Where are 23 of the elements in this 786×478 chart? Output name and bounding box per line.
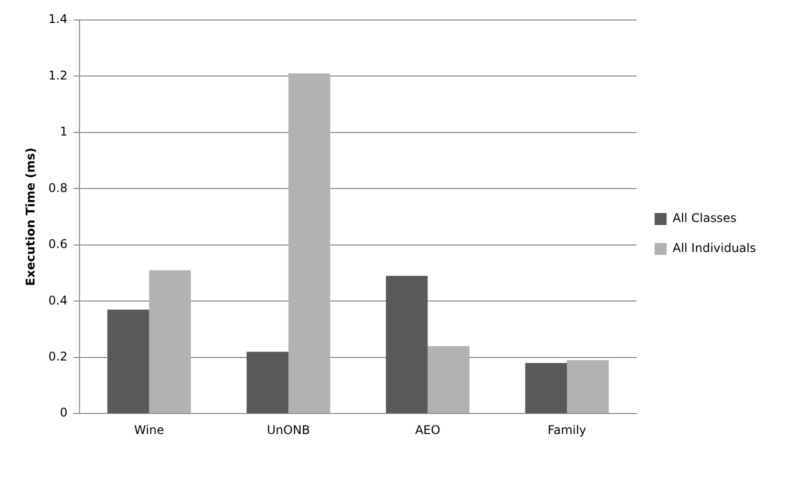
y-tick-label: 1.4: [48, 12, 68, 26]
bar: [246, 352, 288, 414]
bar: [428, 346, 470, 414]
legend-label: All Individuals: [672, 241, 756, 256]
x-tick-label: AEO: [415, 422, 440, 437]
y-tick-label: 1: [60, 124, 68, 139]
bar: [386, 276, 428, 414]
x-tick-label: Family: [548, 422, 586, 437]
legend-label: All Classes: [672, 211, 737, 226]
y-tick-label: 0.8: [48, 180, 68, 195]
y-axis-title: Execution Time (ms): [23, 148, 38, 286]
bar: [566, 360, 609, 414]
x-tick-label: UnONB: [266, 422, 310, 437]
bar: [107, 310, 150, 414]
x-tick-label: Wine: [134, 422, 164, 437]
y-tick-label: 0.4: [48, 293, 68, 308]
bar: [149, 270, 191, 414]
bar: [525, 362, 567, 414]
y-tick-label: 0.2: [48, 349, 68, 364]
bar: [288, 73, 330, 414]
y-tick-label: 1.2: [48, 68, 68, 82]
y-tick-label: 0.6: [48, 237, 68, 252]
y-tick-label: 0: [60, 406, 68, 420]
